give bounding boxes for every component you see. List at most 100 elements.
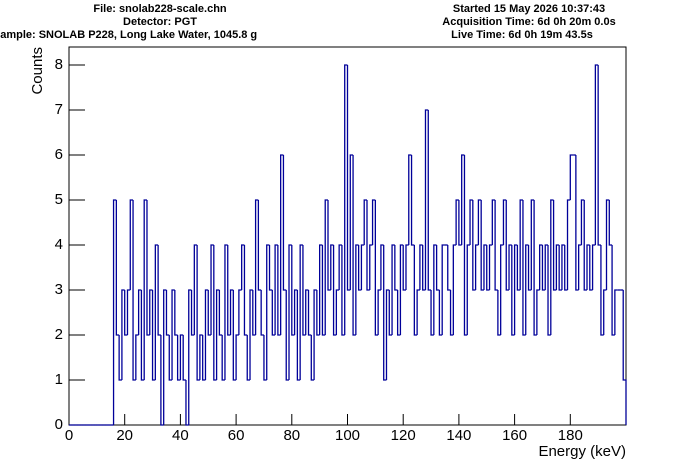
header-detector: Detector: PGT — [123, 16, 197, 28]
histogram-bin — [508, 244, 512, 290]
histogram-bin — [502, 199, 507, 245]
histogram-bin — [137, 289, 142, 335]
histogram-bin — [463, 155, 468, 336]
histogram-bin — [174, 290, 178, 336]
histogram-bin — [319, 244, 323, 335]
histogram-bin — [235, 334, 239, 380]
histogram-bin — [132, 200, 136, 381]
histogram-bin — [416, 289, 420, 335]
histogram-bin — [555, 244, 560, 290]
histogram-bin — [366, 200, 370, 291]
histogram-bin — [419, 244, 423, 290]
histogram-bin — [227, 245, 231, 336]
histogram-bin — [285, 290, 290, 381]
histogram-bin — [558, 245, 562, 291]
histogram-bin — [310, 335, 315, 381]
histogram-bin — [391, 244, 395, 335]
histogram-bin — [578, 244, 582, 290]
histogram-bin — [396, 290, 401, 336]
x-tick-label: 80 — [283, 427, 300, 444]
histogram-bin — [257, 200, 262, 291]
histogram-bin — [594, 64, 599, 245]
histogram-bin — [363, 199, 367, 245]
histogram-bin — [371, 199, 376, 245]
histogram-bin — [497, 290, 501, 336]
header-acq: Acquisition Time: 6d 0h 20m 0.0s — [442, 16, 615, 28]
histogram-bin — [552, 200, 557, 291]
histogram-bin — [204, 289, 209, 380]
histogram-bin — [461, 154, 465, 245]
histogram-bin — [413, 245, 418, 336]
histogram-bin — [207, 290, 212, 336]
histogram-bin — [260, 290, 264, 336]
histogram-bin — [430, 290, 434, 336]
header-live: Live Time: 6d 0h 19m 43.5s — [451, 29, 593, 41]
histogram-bin — [291, 245, 295, 336]
histogram-bin — [547, 245, 551, 336]
histogram-bin — [608, 200, 613, 246]
histogram-bin — [293, 289, 298, 335]
histogram-bin — [383, 245, 387, 381]
histogram-bin — [249, 289, 253, 380]
histogram-bin — [327, 200, 331, 291]
histogram-bin — [254, 199, 259, 335]
x-tick-label: 120 — [391, 427, 416, 444]
histogram-bin — [163, 289, 167, 425]
histogram-bin — [603, 289, 607, 335]
histogram-bin — [441, 244, 445, 335]
histogram-bin — [427, 110, 432, 291]
histogram-bin — [296, 290, 301, 381]
histogram-bin — [575, 155, 579, 291]
histogram-bin — [332, 245, 337, 336]
histogram-bin — [544, 244, 549, 290]
histogram-bin — [282, 155, 287, 291]
histogram-bin — [483, 244, 487, 290]
histogram-bin — [210, 244, 214, 335]
histogram-bin — [252, 290, 256, 336]
histogram-bin — [614, 289, 618, 335]
histogram-bin — [349, 154, 354, 290]
histogram-bin — [505, 200, 510, 291]
x-tick-label: 180 — [558, 427, 583, 444]
histogram-bin — [199, 334, 203, 380]
histogram-bin — [469, 199, 473, 245]
histogram-bin — [266, 244, 270, 380]
histogram-bin — [408, 154, 412, 245]
histogram-bin — [455, 199, 459, 245]
histogram-bin — [449, 290, 454, 336]
header-started: Started 15 May 2026 10:37:43 — [453, 3, 605, 15]
histogram-bin — [330, 244, 334, 290]
histogram-bin — [488, 244, 493, 290]
histogram-bin — [335, 289, 340, 335]
histogram-bin — [622, 290, 627, 425]
histogram-bin — [477, 199, 482, 245]
x-tick-label: 20 — [116, 427, 133, 444]
histogram-bin — [561, 244, 565, 290]
histogram-bin — [369, 244, 373, 290]
histogram-bin — [346, 65, 351, 291]
histogram-bin — [243, 245, 248, 336]
histogram-bin — [399, 244, 404, 335]
histogram-bin — [466, 244, 471, 335]
histogram-bin — [324, 199, 329, 335]
histogram-bin — [268, 245, 273, 291]
histogram-bin — [410, 155, 415, 246]
histogram-bin — [580, 199, 585, 245]
histogram-bin — [458, 200, 462, 246]
y-tick-label: 2 — [55, 326, 63, 343]
histogram-bin — [388, 290, 393, 336]
histogram-bin — [115, 200, 120, 336]
histogram-bin — [583, 200, 588, 291]
histogram-bin — [146, 200, 150, 336]
histogram-bin — [435, 245, 440, 291]
histogram-bin — [165, 290, 170, 336]
histogram-bin — [338, 244, 342, 290]
histogram-bin — [380, 244, 384, 290]
histogram-bin — [597, 65, 601, 246]
histogram-bin — [232, 290, 237, 381]
histogram-bin — [530, 199, 535, 290]
histogram-bin — [135, 334, 139, 380]
histogram-bin — [422, 245, 426, 291]
histogram-bin — [374, 200, 379, 336]
